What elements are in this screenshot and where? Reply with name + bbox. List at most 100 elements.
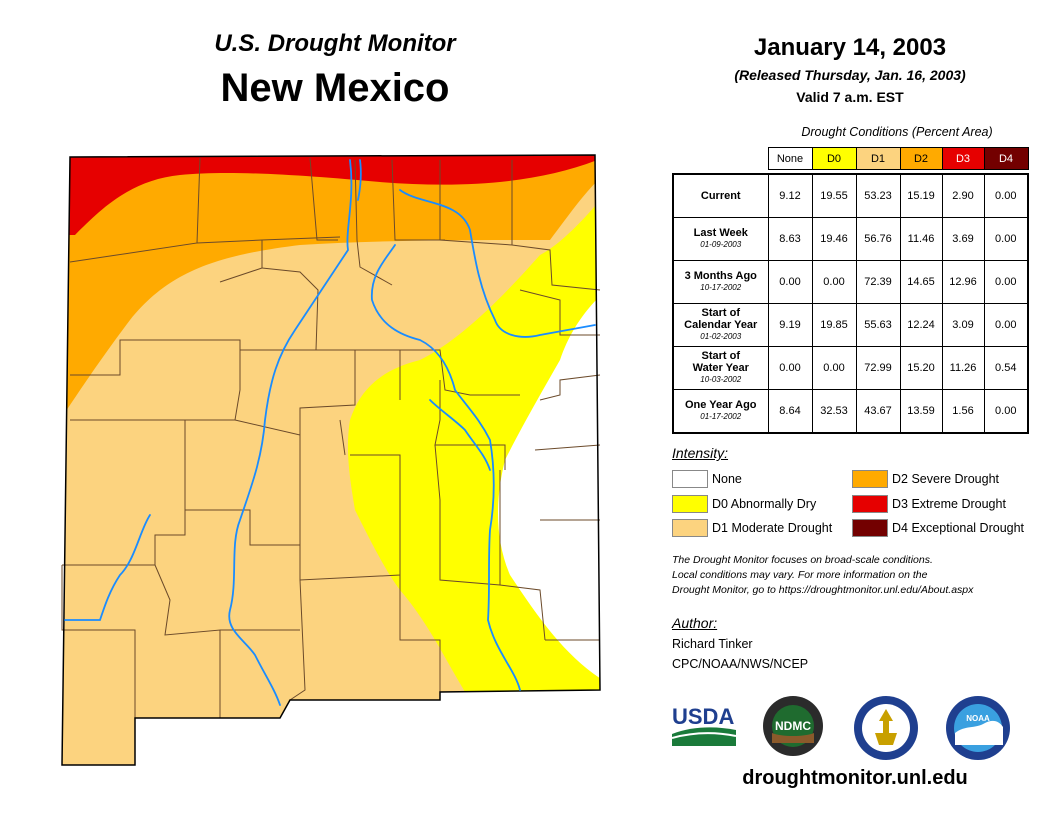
ndmc-logo: NDMC [763,696,823,756]
legend-item-none: None [672,470,742,488]
cell-value: 0.54 [983,346,1029,390]
cell-value: 56.76 [855,217,901,261]
row-label: One Year Ago 01-17-2002 [672,389,769,434]
cell-value: 0.00 [767,346,813,390]
row-label-line1: One Year Ago [684,399,757,411]
swatch-d1 [672,519,708,537]
row-date: 01-17-2002 [700,412,742,421]
valid-time: Valid 7 a.m. EST [796,89,904,105]
cell-value: 72.99 [855,346,901,390]
row-label: 3 Months Ago 10-17-2002 [672,260,769,304]
col-d0: D0 [811,147,857,170]
row-label-line1: Start of [701,350,741,362]
usda-logo-text: USDA [672,704,734,729]
rio-grande [228,159,353,706]
cell-value: 32.53 [811,389,857,434]
cell-value: 0.00 [983,217,1029,261]
col-d1: D1 [855,147,901,170]
table-body: Current 9.12 19.55 53.23 15.19 2.90 0.00 Last W… [672,173,1029,434]
cell-value: 55.63 [855,303,901,347]
legend-label-d0: D0 Abnormally Dry [712,497,817,511]
cell-value: 0.00 [767,260,813,304]
note-line-3: Drought Monitor, go to https://droughtmo… [672,584,974,596]
cell-value: 3.69 [941,217,985,261]
cell-value: 15.19 [899,173,943,218]
cell-value: 11.26 [941,346,985,390]
swatch-d3 [852,495,888,513]
cell-value: 0.00 [983,389,1029,434]
cell-value: 0.00 [983,303,1029,347]
row-date: 01-09-2003 [700,240,742,249]
legend-item-d1: D1 Moderate Drought [672,519,832,537]
cell-value: 19.55 [811,173,857,218]
cell-value: 2.90 [941,173,985,218]
legend-label-none: None [712,472,742,486]
river-east-1 [429,399,491,471]
col-d4: D4 [983,147,1029,170]
col-d3: D3 [941,147,985,170]
cell-value: 1.56 [941,389,985,434]
cell-value: 19.85 [811,303,857,347]
table-header-row: None D0 D1 D2 D3 D4 [673,147,1029,170]
legend-item-d2: D2 Severe Drought [852,470,999,488]
note-line-1: The Drought Monitor focuses on broad-sca… [672,554,933,566]
area-d3 [62,155,600,235]
cell-value: 0.00 [983,173,1029,218]
row-label-line1: Last Week [693,227,748,239]
legend-item-d0: D0 Abnormally Dry [672,495,816,513]
river-north-1 [357,159,362,201]
row-label: Last Week 01-09-2003 [672,217,769,261]
website-url[interactable]: droughtmonitor.unl.edu [742,767,968,789]
table-row: 3 Months Ago 10-17-2002 0.00 0.00 72.39 14.65… [672,260,1029,304]
cell-value: 9.12 [767,173,813,218]
cell-value: 72.39 [855,260,901,304]
noaa-logo-text: NOAA [966,714,990,723]
cell-value: 19.46 [811,217,857,261]
legend-item-d4: D4 Exceptional Drought [852,519,1024,537]
author-heading: Author: [672,615,718,631]
pecos-river [371,244,521,691]
legend-label-d1: D1 Moderate Drought [712,521,833,535]
released-date: (Released Thursday, Jan. 16, 2003) [734,67,966,83]
swatch-d0 [672,495,708,513]
col-none: None [767,147,813,170]
row-label: Start of Water Year 10-03-2002 [672,346,769,390]
row-label: Start of Calendar Year 01-02-2003 [672,303,769,347]
legend-title: Intensity: [672,445,729,461]
author-org: CPC/NOAA/NWS/NCEP [672,657,809,671]
cell-value: 0.00 [983,260,1029,304]
row-label-line1: Current [700,190,741,202]
cell-value: 14.65 [899,260,943,304]
table-row: One Year Ago 01-17-2002 8.64 32.53 43.67 13.5… [672,389,1029,434]
legend-item-d3: D3 Extreme Drought [852,495,1006,513]
row-date: 10-17-2002 [700,283,742,292]
cell-value: 9.19 [767,303,813,347]
swatch-d4 [852,519,888,537]
row-label-line1: Start of [701,307,741,319]
swatch-d2 [852,470,888,488]
cell-value: 43.67 [855,389,901,434]
swatch-none [672,470,708,488]
header-blank [673,148,768,170]
author-name: Richard Tinker [672,637,753,651]
cell-value: 12.24 [899,303,943,347]
row-label-line2: Calendar Year [684,319,758,331]
commerce-seal-icon [854,696,918,760]
state-title: New Mexico [220,66,450,110]
drought-map [61,154,601,766]
ndmc-logo-text: NDMC [775,719,811,733]
cell-value: 11.46 [899,217,943,261]
usda-logo: USDA [672,704,737,746]
row-label-line2: Water Year [692,362,749,374]
cell-value: 0.00 [811,260,857,304]
area-d2 [62,155,600,420]
row-label-line1: 3 Months Ago [684,270,757,282]
note-line-2: Local conditions may vary. For more info… [672,569,928,581]
cell-value: 13.59 [899,389,943,434]
row-label: Current [672,173,769,218]
cell-value: 53.23 [855,173,901,218]
cell-value: 12.96 [941,260,985,304]
cell-value: 3.09 [941,303,985,347]
noaa-logo: NOAA [946,696,1010,760]
cell-value: 8.63 [767,217,813,261]
